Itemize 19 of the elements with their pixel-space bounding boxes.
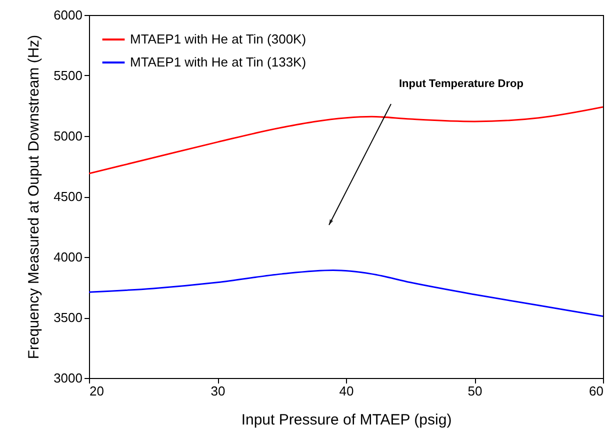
y-tick-label: 4500 (54, 189, 82, 204)
y-tick-label: 5000 (54, 128, 82, 144)
y-tick-label: 6000 (54, 8, 82, 22)
y-axis-title: Frequency Measured at Ouput Downstream (Hz) (26, 34, 43, 360)
x-tick-label: 20 (90, 384, 104, 398)
x-tick-label: 30 (210, 384, 226, 398)
line-series (89, 270, 603, 318)
y-tick-label: 3500 (54, 310, 82, 325)
y-tick-label: 4000 (54, 250, 82, 264)
y-tick-label: 5500 (54, 68, 82, 83)
x-tick-label: 50 (468, 384, 482, 398)
x-tick-label: 60 (589, 384, 604, 398)
annotation: Input Temperature Drop (399, 78, 524, 90)
y-tick-label: 3000 (54, 370, 82, 386)
legend-label: MTAEP1 with He at Tin (300K) (130, 32, 306, 46)
x-axis-title: Input Pressure of MTAEP (psig) (241, 412, 452, 428)
x-tick-label: 40 (339, 384, 354, 398)
legend-label: MTAEP1 with He at Tin (133K) (130, 54, 306, 70)
line-series (89, 106, 603, 174)
